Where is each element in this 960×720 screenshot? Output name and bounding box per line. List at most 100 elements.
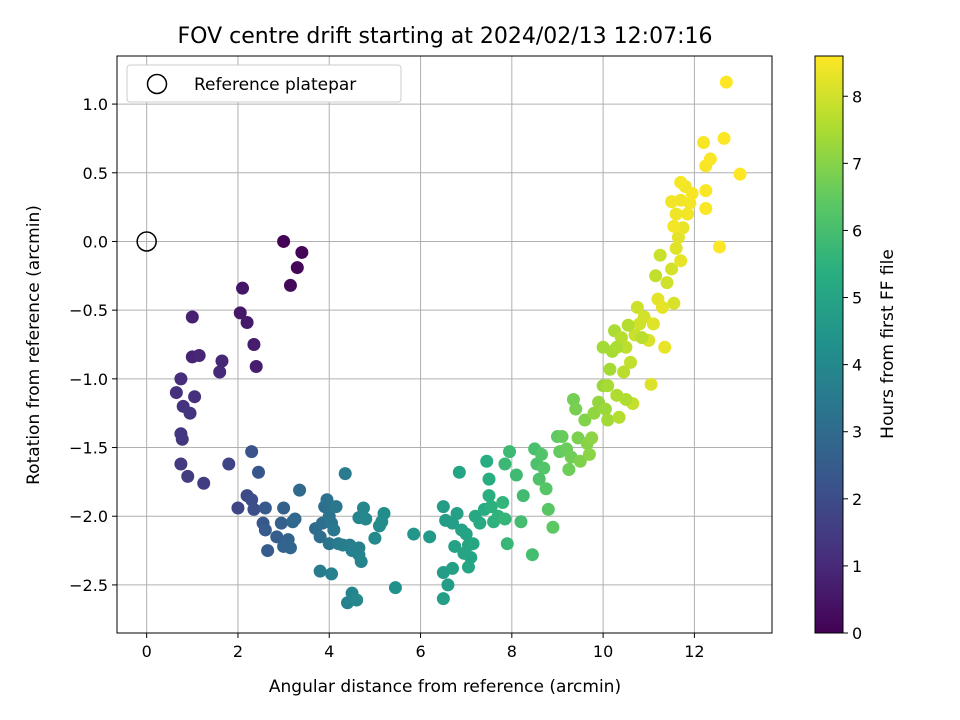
colorbar-ticks: 0 1 2 3 4 5 6 7 8 (843, 87, 862, 643)
data-point (603, 362, 617, 376)
data-point (569, 402, 583, 416)
data-point (697, 136, 711, 150)
data-point (461, 560, 475, 574)
data-point (703, 152, 717, 166)
data-point (598, 402, 612, 416)
data-point (480, 454, 494, 468)
data-point (423, 530, 437, 544)
data-point (516, 489, 530, 503)
data-point (498, 512, 512, 526)
data-point (667, 219, 681, 233)
data-point (368, 531, 382, 545)
data-point (630, 300, 644, 314)
y-tick-label: 1.0 (83, 95, 108, 114)
x-tick-label: 6 (415, 642, 425, 661)
data-point (448, 539, 462, 553)
y-tick-label: 0.0 (83, 232, 108, 251)
data-point (653, 248, 667, 262)
data-point (624, 355, 638, 369)
x-axis-ticks: 0 2 4 6 8 10 12 (142, 633, 705, 661)
data-point (249, 359, 263, 373)
x-tick-label: 10 (593, 642, 613, 661)
data-point (514, 515, 528, 529)
data-point (699, 201, 713, 215)
legend-box (126, 64, 402, 103)
legend: Reference platepar (126, 64, 402, 103)
data-point (699, 184, 713, 198)
data-point (717, 131, 731, 145)
y-tick-label: 0.5 (83, 164, 108, 183)
data-point (356, 501, 370, 515)
data-point (546, 520, 560, 534)
data-point (719, 75, 733, 89)
reference-marker (136, 231, 157, 252)
data-point (436, 500, 450, 514)
data-point (532, 472, 546, 486)
colorbar-tick-label: 0 (852, 624, 862, 643)
data-point (482, 489, 496, 503)
data-point (667, 296, 681, 310)
data-point (436, 592, 450, 606)
data-point (441, 578, 455, 592)
data-point (277, 501, 291, 515)
data-point (270, 530, 284, 544)
data-point (236, 281, 250, 295)
data-point (713, 240, 727, 254)
data-point (733, 167, 747, 181)
data-point (445, 516, 459, 530)
data-point (617, 365, 631, 379)
data-point (329, 500, 343, 514)
x-tick-label: 8 (507, 642, 517, 661)
data-point (233, 306, 247, 320)
data-point (185, 310, 199, 324)
data-point (290, 261, 304, 275)
data-point (258, 501, 272, 515)
data-point (213, 365, 227, 379)
data-points (169, 75, 747, 610)
data-point (685, 186, 699, 200)
colorbar-tick-label: 8 (852, 87, 862, 106)
data-point (274, 516, 288, 530)
data-point (601, 379, 615, 393)
data-point (614, 331, 628, 345)
legend-label: Reference platepar (194, 75, 356, 95)
x-tick-label: 12 (684, 642, 704, 661)
y-axis-ticks: 1.0 0.5 0.0 −0.5 −1.0 −1.5 −2.0 −2.5 (69, 95, 117, 595)
data-point (313, 530, 327, 544)
colorbar-label: Hours from first FF file (878, 249, 898, 439)
data-point (525, 548, 539, 562)
colorbar-tick-label: 1 (852, 557, 862, 576)
data-point (183, 406, 197, 420)
data-point (637, 310, 651, 324)
data-point (325, 567, 339, 581)
data-point (277, 234, 291, 248)
colorbar-tick-label: 7 (852, 154, 862, 173)
data-point (621, 318, 635, 332)
x-axis-label: Angular distance from reference (arcmin) (269, 677, 621, 697)
data-point (541, 502, 555, 516)
data-point (669, 207, 683, 221)
chart-title: FOV centre drift starting at 2024/02/13 … (178, 24, 713, 49)
data-point (578, 413, 592, 427)
data-point (295, 245, 309, 259)
data-point (539, 482, 553, 496)
data-point (671, 230, 685, 244)
y-tick-label: −2.5 (69, 576, 108, 595)
data-point (644, 377, 658, 391)
data-point (283, 278, 297, 292)
data-point (496, 495, 510, 509)
colorbar-tick-label: 3 (852, 423, 862, 442)
data-point (350, 593, 364, 607)
data-point (610, 340, 624, 354)
data-point (601, 413, 615, 427)
data-point (457, 546, 471, 560)
data-point (573, 454, 587, 468)
data-point (660, 276, 674, 290)
data-point (612, 410, 626, 424)
data-point (377, 506, 391, 520)
data-point (582, 447, 596, 461)
y-tick-label: −2.0 (69, 507, 108, 526)
data-point (188, 390, 202, 404)
data-point (498, 457, 512, 471)
colorbar-tick-label: 2 (852, 490, 862, 509)
